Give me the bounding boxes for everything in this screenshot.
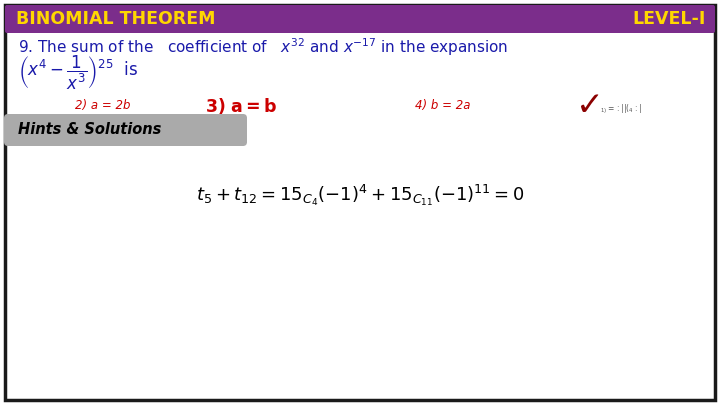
FancyBboxPatch shape — [5, 5, 715, 33]
Text: LEVEL-I: LEVEL-I — [633, 10, 706, 28]
Text: 4) b = 2a: 4) b = 2a — [415, 98, 470, 111]
Text: BINOMIAL THEOREM: BINOMIAL THEOREM — [16, 10, 215, 28]
Text: $\mathbf{3)\ a = b}$: $\mathbf{3)\ a = b}$ — [205, 96, 277, 116]
Text: ✓: ✓ — [576, 90, 604, 122]
Text: 2) a = 2b: 2) a = 2b — [75, 98, 130, 111]
Text: 9. The sum of the   coefficient of   $x^{32}$ and $x^{-17}$ in the expansion: 9. The sum of the coefficient of $x^{32}… — [18, 36, 508, 58]
Text: $\left(x^4 - \dfrac{1}{x^3}\right)^{25}$  is: $\left(x^4 - \dfrac{1}{x^3}\right)^{25}$… — [18, 54, 138, 92]
FancyBboxPatch shape — [4, 114, 247, 146]
FancyBboxPatch shape — [5, 5, 715, 400]
Text: Hints & Solutions: Hints & Solutions — [18, 122, 161, 138]
Text: $t_5 + t_{12} = 15_{C_4}(-1)^4 + 15_{C_{11}}(-1)^{11} = 0$: $t_5 + t_{12} = 15_{C_4}(-1)^4 + 15_{C_{… — [196, 182, 524, 208]
Text: $_{1)} =: ||(_{4} :|$: $_{1)} =: ||(_{4} :|$ — [600, 102, 642, 116]
